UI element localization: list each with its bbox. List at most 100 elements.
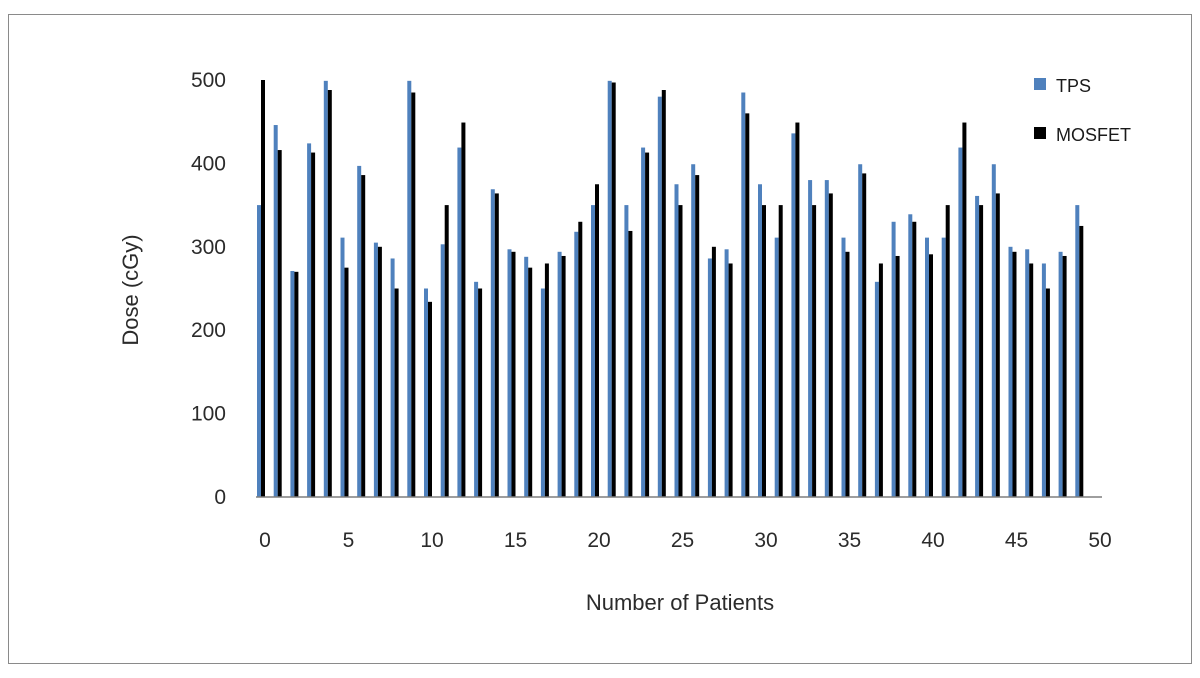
- legend: TPS MOSFET: [1034, 76, 1131, 145]
- bar-tps: [758, 184, 762, 497]
- x-tick-label: 35: [838, 529, 861, 552]
- bar-tps: [991, 164, 996, 497]
- bar-tps: [941, 237, 946, 497]
- bar-tps: [457, 147, 462, 497]
- bar-mosfet: [377, 246, 382, 497]
- bar-tps: [691, 164, 696, 497]
- bar-mosfet: [895, 255, 900, 497]
- bar-tps: [340, 237, 345, 497]
- bar-tps: [774, 237, 779, 497]
- y-tick-label: 400: [191, 152, 226, 175]
- x-tick-label: 30: [754, 529, 777, 552]
- bar-tps: [407, 80, 412, 498]
- y-axis-title-group: Dose (cGy): [118, 234, 143, 345]
- bar-tps: [373, 242, 378, 497]
- bar-marks: [257, 80, 1084, 498]
- x-tick-label: 10: [420, 529, 443, 552]
- legend-swatch-tps: [1034, 78, 1046, 90]
- bar-mosfet: [878, 263, 883, 497]
- x-axis-title: Number of Patients: [586, 590, 774, 615]
- y-axis-title: Dose (cGy): [118, 234, 143, 345]
- bar-mosfet: [361, 175, 366, 498]
- bar-tps: [390, 258, 395, 497]
- y-tick-labels: 0 100 200 300 400 500: [191, 69, 226, 509]
- bar-mosfet: [912, 221, 917, 497]
- bar-mosfet: [595, 184, 599, 497]
- bar-mosfet: [711, 246, 716, 497]
- bar-tps: [290, 270, 295, 497]
- bar-mosfet: [795, 122, 800, 497]
- bar-mosfet: [979, 205, 984, 497]
- bar-mosfet: [544, 263, 549, 497]
- bar-tps: [424, 288, 428, 497]
- bar-mosfet: [428, 301, 432, 497]
- bar-tps: [707, 258, 712, 497]
- bar-tps: [1075, 205, 1080, 497]
- bar-tps: [307, 143, 312, 497]
- bar-mosfet: [645, 152, 650, 498]
- bar-tps: [257, 205, 261, 497]
- bar-tps: [357, 165, 362, 498]
- bar-tps: [808, 180, 813, 497]
- legend-swatch-mosfet: [1034, 127, 1046, 139]
- bar-mosfet: [461, 122, 466, 497]
- bar-mosfet: [929, 254, 933, 497]
- y-tick-label: 300: [191, 236, 226, 259]
- bar-mosfet: [1029, 263, 1034, 497]
- bar-tps: [741, 92, 746, 497]
- bar-tps: [557, 251, 562, 497]
- bar-tps: [1008, 246, 1013, 497]
- y-tick-label: 200: [191, 319, 226, 342]
- bar-mosfet: [344, 267, 349, 497]
- bar-tps: [657, 96, 662, 498]
- bar-tps: [490, 189, 495, 497]
- bar-tps: [891, 221, 896, 497]
- x-tick-label: 5: [343, 529, 355, 552]
- bar-mosfet: [511, 251, 516, 497]
- bar-mosfet: [778, 205, 783, 497]
- bar-tps: [925, 237, 929, 497]
- bar-mosfet: [561, 255, 566, 497]
- bar-mosfet: [327, 90, 332, 498]
- bar-mosfet: [1062, 255, 1067, 497]
- bar-mosfet: [478, 288, 483, 497]
- x-tick-label: 25: [671, 529, 694, 552]
- bar-tps: [724, 249, 729, 497]
- bar-tps: [841, 237, 846, 497]
- bar-mosfet: [494, 193, 499, 497]
- bar-tps: [908, 214, 913, 498]
- bar-mosfet: [1079, 225, 1084, 497]
- bar-mosfet: [1012, 251, 1017, 497]
- bar-tps: [1058, 251, 1063, 497]
- bar-tps: [791, 133, 796, 497]
- bar-mosfet: [995, 193, 1000, 497]
- bar-mosfet: [394, 288, 399, 497]
- bar-tps: [440, 244, 445, 497]
- bar-mosfet: [1045, 288, 1050, 497]
- bar-tps: [858, 164, 863, 497]
- bar-tps: [507, 249, 512, 497]
- bar-tps: [591, 205, 595, 497]
- bar-mosfet: [611, 82, 616, 497]
- x-tick-label: 50: [1088, 529, 1111, 552]
- bar-mosfet: [528, 267, 533, 497]
- bar-mosfet: [661, 90, 666, 498]
- bar-mosfet: [311, 152, 316, 498]
- legend-label-mosfet: MOSFET: [1056, 125, 1131, 145]
- y-tick-label: 0: [214, 486, 226, 509]
- bar-mosfet: [945, 205, 950, 497]
- y-tick-label: 100: [191, 403, 226, 426]
- bar-mosfet: [444, 205, 449, 497]
- bar-tps: [273, 125, 278, 497]
- bar-mosfet: [628, 230, 633, 498]
- bar-tps: [607, 80, 612, 498]
- bar-mosfet: [812, 205, 817, 497]
- x-tick-label: 20: [587, 529, 610, 552]
- bar-mosfet: [695, 175, 700, 498]
- bar-mosfet: [862, 173, 867, 497]
- bar-tps: [1041, 263, 1046, 497]
- bar-mosfet: [578, 221, 583, 497]
- bar-tps: [958, 147, 963, 497]
- y-tick-label: 500: [191, 69, 226, 92]
- bar-tps: [474, 281, 479, 497]
